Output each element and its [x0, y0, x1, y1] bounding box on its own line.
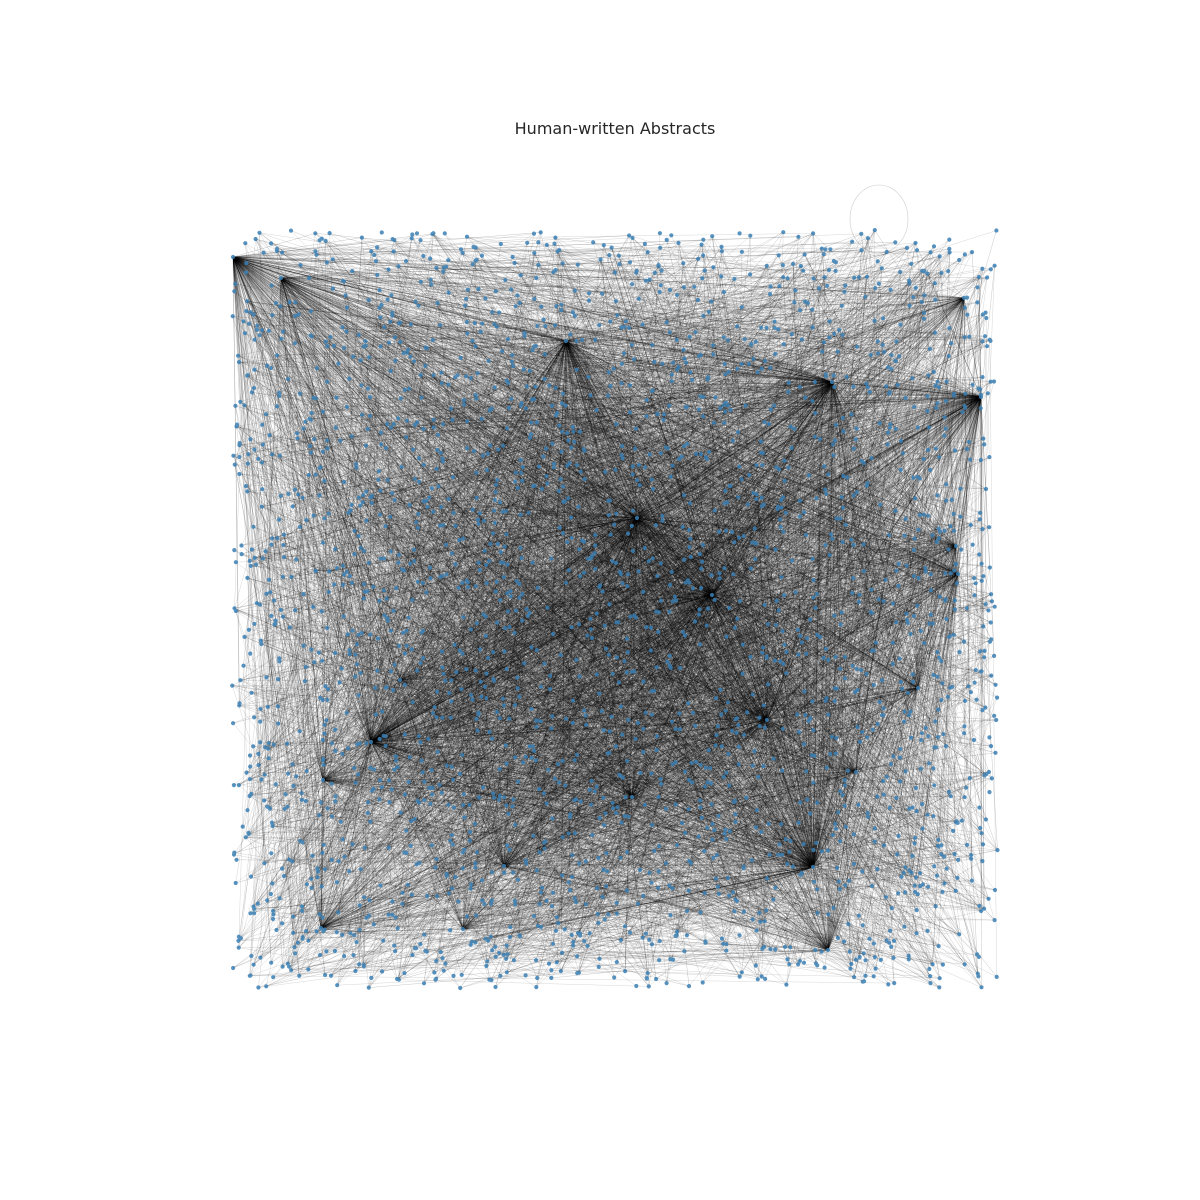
- self-loop: [849, 184, 909, 254]
- hub-edge-bundle: [234, 236, 993, 988]
- hub-edge-bundle: [239, 252, 997, 987]
- edge-bundle: [232, 232, 998, 989]
- hub-link-bundle: [232, 256, 982, 951]
- nodes-layer: [230, 228, 1000, 991]
- hub-edge-bundle: [234, 232, 997, 988]
- hub-edge-bundle: [232, 229, 995, 988]
- figure-title: Human-written Abstracts: [514, 119, 716, 138]
- self-loop-layer: [849, 184, 909, 254]
- edge-bundle: [231, 231, 998, 988]
- node-markers: [230, 228, 1000, 991]
- hub-edge-bundle: [238, 233, 998, 979]
- hub-edge-bundle: [234, 238, 996, 989]
- edge-bundle: [233, 229, 998, 988]
- hub-edge-bundle: [232, 232, 997, 988]
- hub-edge-bundle: [233, 232, 998, 987]
- hub-edge-bundle: [239, 237, 986, 969]
- edge-bundle: [232, 230, 998, 989]
